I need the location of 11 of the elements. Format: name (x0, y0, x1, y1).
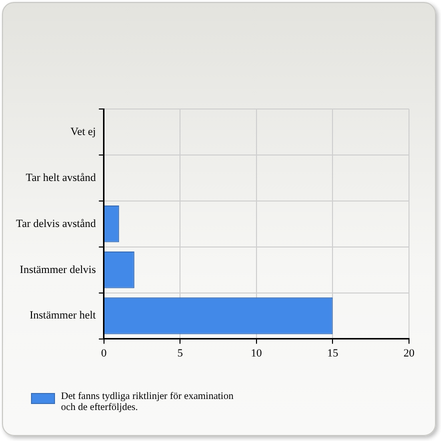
x-tick-label: 10 (250, 347, 262, 360)
x-tick-label: 0 (101, 347, 108, 360)
text: Det fanns tydliga riktlinjer för examination och de efterföljdes. (61, 391, 234, 413)
x-tick-label: 5 (177, 347, 184, 360)
x-tick-label: 15 (327, 347, 339, 360)
x-tick-label: 20 (404, 347, 415, 360)
y-tick-label: Vet ej (70, 126, 96, 138)
y-tick-label: Tar delvis avstånd (16, 218, 96, 230)
y-tick-label: Tar helt avstånd (26, 172, 96, 184)
y-tick-label: Instämmer delvis (20, 264, 96, 276)
y-tick-label: Instämmer helt (30, 310, 96, 322)
